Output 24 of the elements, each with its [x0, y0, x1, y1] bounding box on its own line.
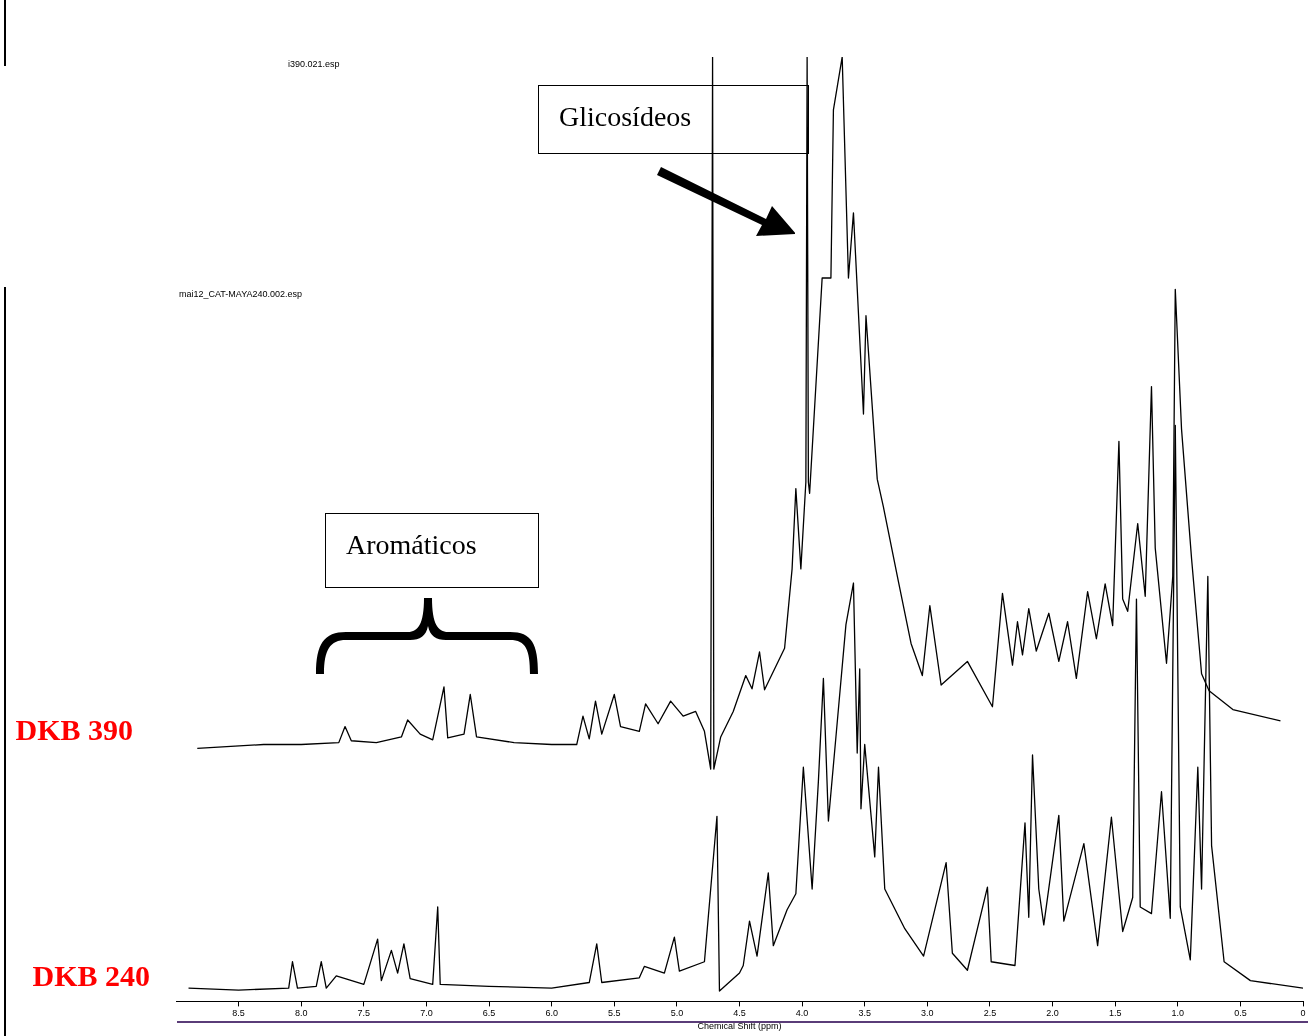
x-tick-label: 5.5 [608, 1008, 621, 1019]
x-tick-label: 7.5 [357, 1008, 371, 1019]
x-tick-label: 2.0 [1046, 1008, 1059, 1019]
x-tick-label: 7.0 [420, 1008, 433, 1019]
x-tick-label: 1.0 [1171, 1008, 1185, 1019]
annotation: Aromáticos [325, 513, 539, 588]
series-label: DKB 240 [32, 958, 150, 992]
x-tick-label: 0 [1300, 1008, 1306, 1019]
annotation: mai12_CAT-MAYA240.002.esp [179, 289, 303, 299]
x-tick-label: 4.0 [795, 1008, 809, 1019]
x-tick-label: 5.0 [670, 1008, 684, 1019]
annotation: i390.021.esp [288, 59, 340, 69]
x-tick-label: 3.5 [858, 1008, 871, 1019]
x-tick-label: 2.5 [983, 1008, 997, 1019]
x-tick-label: 1.5 [1108, 1008, 1122, 1019]
x-tick-label: 6.5 [482, 1008, 496, 1019]
x-tick-label: 8.0 [294, 1008, 308, 1019]
annotation: Glicosídeos [538, 85, 809, 154]
x-tick-label: 3.0 [921, 1008, 934, 1019]
text: DKB 390 [15, 713, 133, 747]
x-tick-label: 8.5 [232, 1008, 245, 1019]
x-tick-label: 4.5 [733, 1008, 746, 1019]
x-tick-label: 6.0 [545, 1008, 558, 1019]
x-tick-label: 0.5 [1234, 1008, 1247, 1019]
